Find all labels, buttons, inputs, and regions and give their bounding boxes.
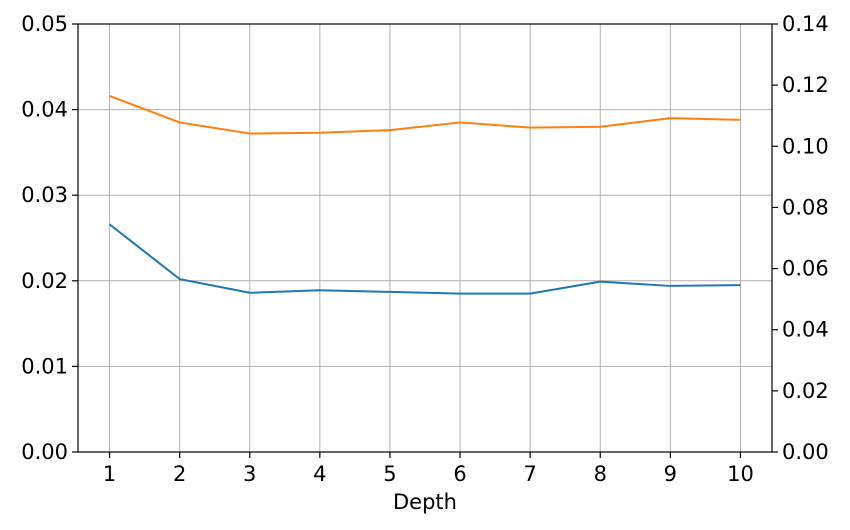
- series-line-1: [108, 223, 741, 295]
- y-right-tick-label: 0.12: [782, 73, 829, 97]
- x-tick-label: 8: [594, 462, 607, 486]
- x-tick-label: 9: [664, 462, 677, 486]
- x-tick-label: 2: [173, 462, 186, 486]
- y-right-tick-label: 0.08: [782, 195, 829, 219]
- y-right-tick-label: 0.14: [782, 12, 829, 36]
- x-tick-label: 10: [727, 462, 754, 486]
- x-tick-label: 3: [243, 462, 256, 486]
- axis-ticks: 1 2 3 4 5 6 7 8 9 10 0.00 0.01 0.02 0.03 0.04 0.05 0.00 0…: [21, 12, 829, 486]
- y-left-tick-label: 0.00: [21, 440, 68, 464]
- y-right-tick-label: 0.04: [782, 318, 829, 342]
- x-tick-label: 6: [453, 462, 466, 486]
- x-tick-label: 7: [523, 462, 536, 486]
- y-left-tick-label: 0.04: [21, 98, 68, 122]
- y-right-tick-label: 0.10: [782, 134, 829, 158]
- y-left-tick-label: 0.01: [21, 354, 68, 378]
- series-line-2: [109, 94, 741, 135]
- plot-frame: [77, 23, 773, 453]
- y-right-tick-label: 0.06: [782, 257, 829, 281]
- x-axis-label: Depth: [393, 490, 457, 514]
- y-left-tick-label: 0.02: [21, 269, 68, 293]
- x-tick-label: 4: [313, 462, 326, 486]
- grid: [78, 23, 772, 453]
- y-left-tick-label: 0.05: [21, 12, 68, 36]
- x-tick-label: 1: [103, 462, 116, 486]
- x-tick-label: 5: [383, 462, 396, 486]
- series-group: [108, 94, 741, 295]
- y-left-tick-label: 0.03: [21, 183, 68, 207]
- y-right-tick-label: 0.02: [782, 379, 829, 403]
- y-right-tick-label: 0.00: [782, 440, 829, 464]
